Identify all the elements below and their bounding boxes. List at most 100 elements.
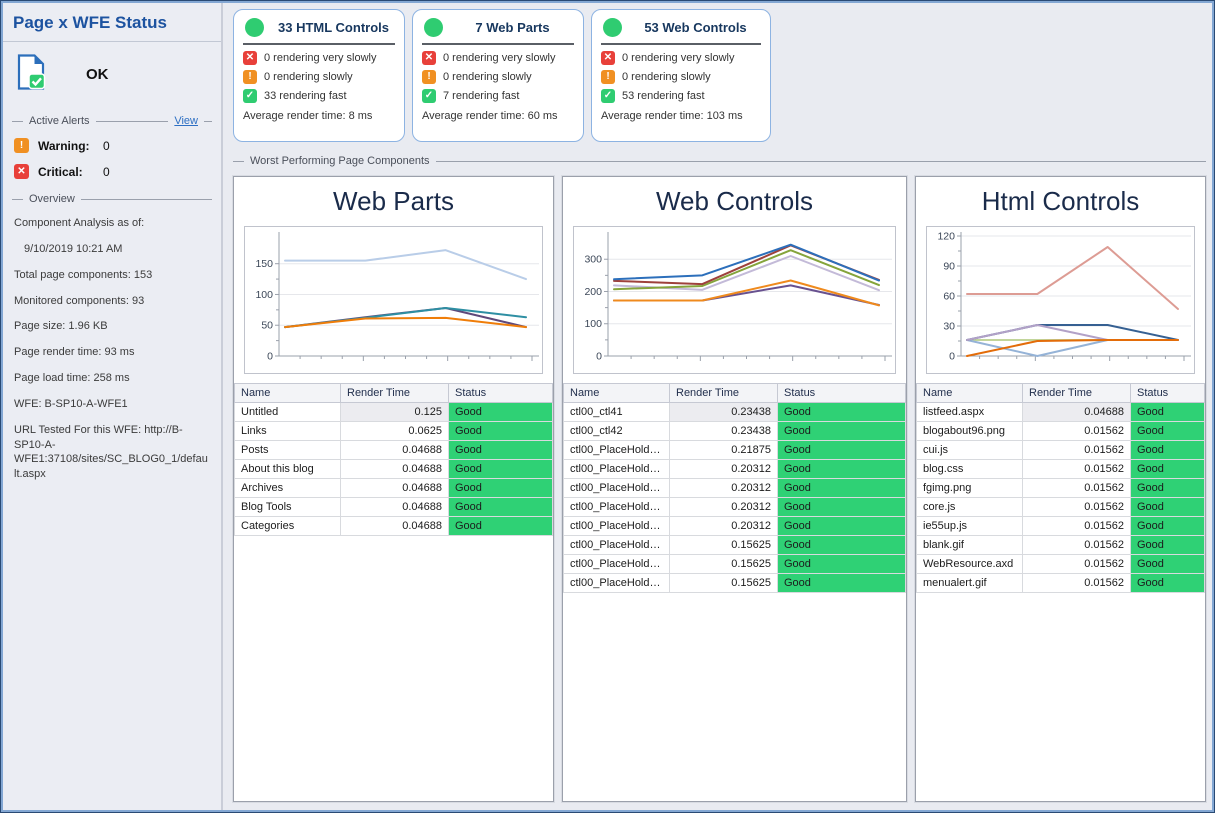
table-row[interactable]: ctl00_ctl41 0.23438 Good (563, 402, 906, 422)
cell-status: Good (1130, 478, 1205, 498)
table-row[interactable]: WebResource.axd 0.01562 Good (916, 554, 1205, 574)
panel-title: Html Controls (981, 186, 1140, 216)
table-row[interactable]: About this blog 0.04688 Good (234, 459, 553, 479)
table-row[interactable]: Links 0.0625 Good (234, 421, 553, 441)
table-row[interactable]: core.js 0.01562 Good (916, 497, 1205, 517)
cell-status: Good (448, 497, 553, 517)
divider (233, 160, 244, 162)
cell-status: Good (1130, 440, 1205, 460)
critical-icon: ✕ (422, 51, 436, 65)
cell-name: Posts (234, 440, 341, 460)
table-row[interactable]: blogabout96.png 0.01562 Good (916, 421, 1205, 441)
divider (204, 120, 212, 122)
overview-line: URL Tested For this WFE: http://B-SP10-A… (14, 423, 208, 481)
html-controls-table: Name Render Time Status listfeed.aspx 0.0468… (916, 383, 1205, 593)
table-row[interactable]: Archives 0.04688 Good (234, 478, 553, 498)
critical-alert-row: ✕ Critical: 0 (14, 164, 210, 179)
cell-render-time: 0.01562 (1022, 459, 1131, 479)
cell-name: Untitled (234, 402, 341, 422)
column-header: Render Time (1022, 383, 1131, 403)
sidebar: Page x WFE Status OK Active Alerts View (3, 3, 223, 810)
cell-name: WebResource.axd (916, 554, 1023, 574)
series-green (613, 249, 880, 291)
svg-text:50: 50 (261, 320, 273, 332)
table-row[interactable]: fgimg.png 0.01562 Good (916, 478, 1205, 498)
card-header: 53 Web Controls (601, 17, 761, 40)
table-row[interactable]: menualert.gif 0.01562 Good (916, 573, 1205, 593)
cell-name: cui.js (916, 440, 1023, 460)
cell-status: Good (777, 535, 906, 555)
cell-name: Categories (234, 516, 341, 536)
cell-render-time: 0.20312 (669, 478, 778, 498)
card-stat-text: 0 rendering slowly (264, 71, 353, 83)
active-alerts-label: Active Alerts (29, 115, 90, 127)
cell-render-time: 0.04688 (340, 459, 449, 479)
cell-status: Good (1130, 573, 1205, 593)
table-row[interactable]: blank.gif 0.01562 Good (916, 535, 1205, 555)
web-controls-chart: 0 100 200 300 (573, 226, 896, 374)
cell-render-time: 0.01562 (1022, 516, 1131, 536)
warning-icon: ! (243, 70, 257, 84)
table-row[interactable]: ctl00_ctl42 0.23438 Good (563, 421, 906, 441)
svg-text:200: 200 (584, 286, 602, 298)
cell-status: Good (1130, 421, 1205, 441)
cell-render-time: 0.01562 (1022, 573, 1131, 593)
card-stat-row: ✕ 0 rendering very slowly (601, 51, 761, 65)
status-circle-icon (245, 18, 264, 37)
table-row[interactable]: Posts 0.04688 Good (234, 440, 553, 460)
series-blue (613, 243, 880, 282)
table-row[interactable]: blog.css 0.01562 Good (916, 459, 1205, 479)
card-stat-text: 0 rendering slowly (622, 71, 711, 83)
cell-name: listfeed.aspx (916, 402, 1023, 422)
critical-icon: ✕ (14, 164, 29, 179)
card-separator (243, 43, 395, 45)
table-row[interactable]: cui.js 0.01562 Good (916, 440, 1205, 460)
column-header: Status (777, 383, 906, 403)
ok-icon: ✓ (243, 89, 257, 103)
cell-status: Good (448, 459, 553, 479)
svg-text:150: 150 (255, 258, 273, 270)
overview-line: Component Analysis as of: (14, 217, 145, 229)
view-alerts-link[interactable]: View (174, 115, 198, 127)
svg-text:120: 120 (937, 231, 955, 243)
cell-name: blog.css (916, 459, 1023, 479)
card-average: Average render time: 60 ms (422, 110, 558, 122)
cell-render-time: 0.0625 (340, 421, 449, 441)
cell-status: Good (777, 573, 906, 593)
warning-label: Warning: (38, 138, 90, 153)
cell-name: Archives (234, 478, 341, 498)
table-row[interactable]: ie55up.js 0.01562 Good (916, 516, 1205, 536)
summary-cards: 33 HTML Controls ✕ 0 rendering very slowly… (233, 9, 1206, 142)
cell-status: Good (777, 421, 906, 441)
overview-line: Monitored components: 93 (14, 294, 145, 307)
table-row[interactable]: Untitled 0.125 Good (234, 402, 553, 422)
cell-render-time: 0.15625 (669, 573, 778, 593)
cell-status: Good (448, 440, 553, 460)
cell-status: Good (1130, 554, 1205, 574)
overall-status-label: OK (86, 66, 109, 83)
table-row[interactable]: Categories 0.04688 Good (234, 516, 553, 536)
component-panels: Web Parts 0 50 100 150 Name Render Time Status U… (233, 176, 1206, 802)
page-title: Page x WFE Status (3, 9, 221, 42)
critical-icon: ✕ (243, 51, 257, 65)
main-area: 33 HTML Controls ✕ 0 rendering very slowly… (223, 3, 1212, 810)
cell-render-time: 0.15625 (669, 535, 778, 555)
web-parts-panel: Web Parts 0 50 100 150 Name Render Time Status U… (233, 176, 554, 802)
cell-status: Good (777, 516, 906, 536)
summary-card: 7 Web Parts ✕ 0 rendering very slowly! 0 re… (412, 9, 584, 142)
table-row[interactable]: Blog Tools 0.04688 Good (234, 497, 553, 517)
warning-icon: ! (14, 138, 29, 153)
table-row[interactable]: listfeed.aspx 0.04688 Good (916, 402, 1205, 422)
cell-name: Blog Tools (234, 497, 341, 517)
table-header-row: Name Render Time Status (234, 383, 553, 403)
cell-name: ctl00_ctl42 (563, 421, 670, 441)
overview-line: Page render time: 93 ms (14, 346, 135, 359)
